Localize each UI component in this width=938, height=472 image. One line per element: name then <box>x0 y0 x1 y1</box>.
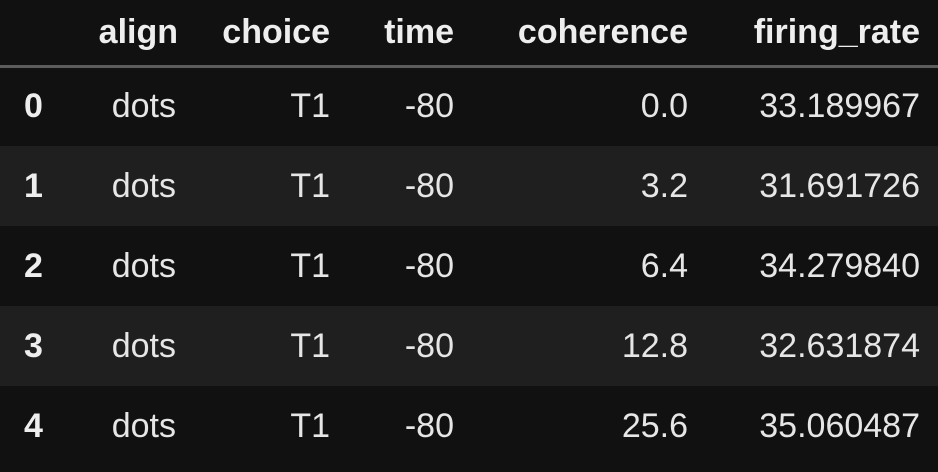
cell-firing-rate: 33.189967 <box>759 87 920 126</box>
cell-time: -80 <box>404 406 454 445</box>
table-row: 4 dots T1 -80 25.6 35.060487 <box>0 386 938 466</box>
cell-time: -80 <box>404 326 454 365</box>
cell-firing-rate: 34.279840 <box>759 246 920 285</box>
cell-choice: T1 <box>290 406 330 445</box>
table-body: 0 dots T1 -80 0.0 33.189967 1 dots T1 -8… <box>0 66 938 466</box>
cell-choice: T1 <box>290 166 330 205</box>
row-index: 4 <box>24 406 43 445</box>
cell-coherence: 12.8 <box>621 326 688 365</box>
cell-time: -80 <box>404 246 454 285</box>
cell-align: dots <box>111 87 176 126</box>
cell-time: -80 <box>404 166 454 205</box>
cell-align: dots <box>111 246 176 285</box>
cell-firing-rate: 31.691726 <box>759 166 920 205</box>
cell-align: dots <box>111 406 176 445</box>
column-header-choice: choice <box>196 0 348 68</box>
cell-time: -80 <box>404 87 454 126</box>
cell-coherence: 0.0 <box>640 87 688 126</box>
table-row: 0 dots T1 -80 0.0 33.189967 <box>0 66 938 146</box>
header-row: align choice time coherence firing_rate <box>0 0 938 68</box>
cell-firing-rate: 35.060487 <box>759 406 920 445</box>
row-index: 1 <box>24 166 43 205</box>
cell-align: dots <box>111 166 176 205</box>
cell-coherence: 3.2 <box>640 166 688 205</box>
cell-choice: T1 <box>290 246 330 285</box>
table-row: 2 dots T1 -80 6.4 34.279840 <box>0 226 938 306</box>
row-index: 3 <box>24 326 43 365</box>
cell-coherence: 6.4 <box>640 246 688 285</box>
table-header: align choice time coherence firing_rate <box>0 0 938 68</box>
row-index: 0 <box>24 87 43 126</box>
column-header-firing-rate: firing_rate <box>706 0 938 68</box>
row-index: 2 <box>24 246 43 285</box>
column-header-time: time <box>348 0 472 68</box>
cell-coherence: 25.6 <box>621 406 688 445</box>
cell-align: dots <box>111 326 176 365</box>
table-row: 1 dots T1 -80 3.2 31.691726 <box>0 146 938 226</box>
cell-firing-rate: 32.631874 <box>759 326 920 365</box>
column-header-coherence: coherence <box>472 0 706 68</box>
cell-choice: T1 <box>290 326 330 365</box>
index-column-header <box>0 0 68 68</box>
table-row: 3 dots T1 -80 12.8 32.631874 <box>0 306 938 386</box>
cell-choice: T1 <box>290 87 330 126</box>
column-header-align: align <box>68 0 196 68</box>
